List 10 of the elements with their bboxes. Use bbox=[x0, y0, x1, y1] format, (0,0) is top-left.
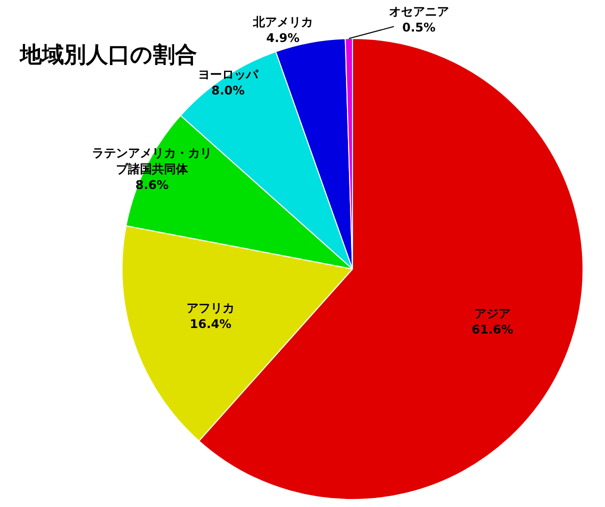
text: 地域別人口の割合 bbox=[20, 42, 197, 70]
data-label: 0.5% bbox=[402, 20, 436, 35]
data-label: 8.0% bbox=[211, 83, 245, 98]
data-label: 61.6% bbox=[472, 322, 514, 337]
slice-label: オセアニア bbox=[388, 4, 449, 19]
data-label: 16.4% bbox=[190, 317, 232, 332]
slice-label: 北アメリカ bbox=[252, 15, 313, 30]
slice-label: アジア bbox=[474, 306, 510, 321]
slice-label: アフリカ bbox=[186, 301, 235, 316]
data-label: 4.9% bbox=[266, 31, 300, 46]
